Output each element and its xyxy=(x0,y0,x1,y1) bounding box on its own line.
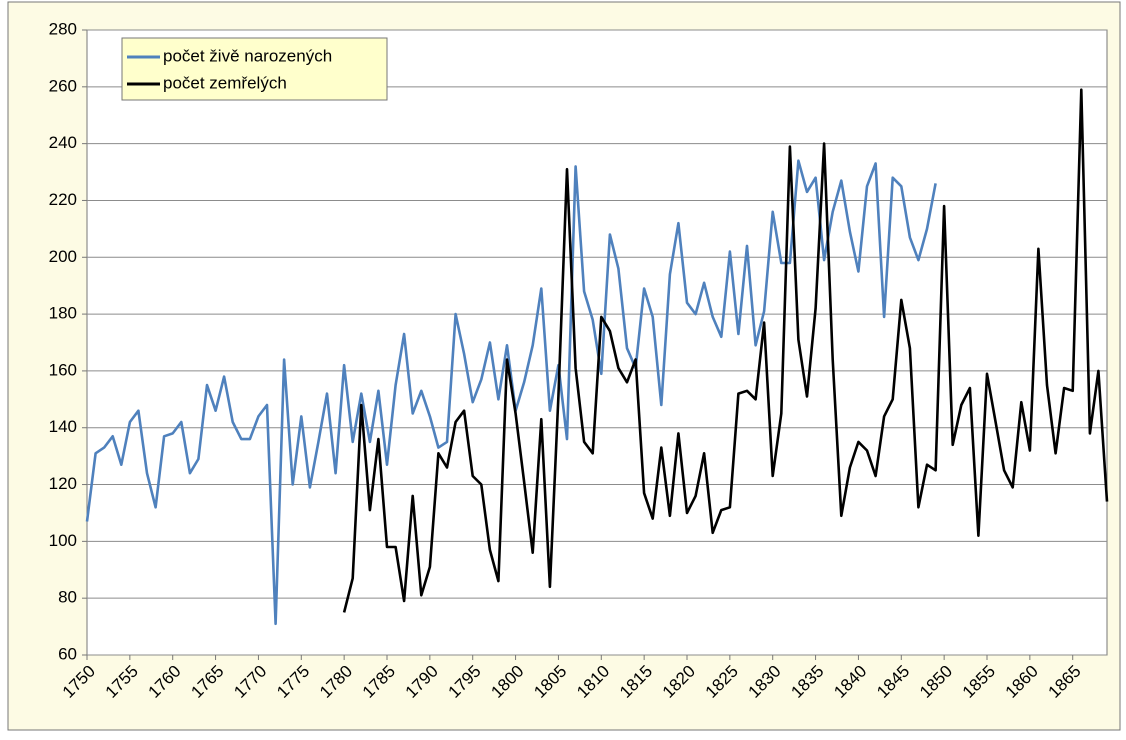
y-tick-label: 140 xyxy=(49,417,77,436)
y-tick-label: 220 xyxy=(49,190,77,209)
y-tick-label: 80 xyxy=(58,588,77,607)
y-tick-label: 200 xyxy=(49,247,77,266)
y-tick-label: 120 xyxy=(49,474,77,493)
series-line xyxy=(342,88,1109,613)
y-tick-label: 100 xyxy=(49,531,77,550)
series-line xyxy=(85,159,937,626)
y-tick-label: 260 xyxy=(49,76,77,95)
y-tick-label: 160 xyxy=(49,360,77,379)
y-tick-label: 280 xyxy=(49,19,77,38)
legend-label: počet zemřelých xyxy=(163,73,287,92)
y-tick-label: 180 xyxy=(49,304,77,323)
y-tick-label: 60 xyxy=(58,644,77,663)
y-tick-label: 240 xyxy=(49,133,77,152)
legend-label: počet živě narozených xyxy=(163,46,332,65)
legend xyxy=(121,37,388,101)
